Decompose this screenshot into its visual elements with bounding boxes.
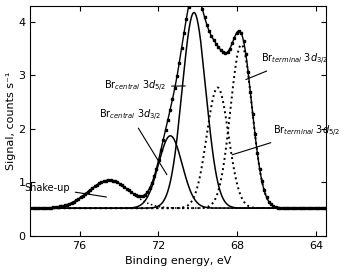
- Text: Br$_{central}$ $3d_{3/2}$: Br$_{central}$ $3d_{3/2}$: [99, 108, 167, 175]
- X-axis label: Binding energy, eV: Binding energy, eV: [125, 256, 231, 267]
- Text: Br$_{terminal}$ $3d_{3/2}$: Br$_{terminal}$ $3d_{3/2}$: [246, 52, 328, 79]
- Text: Br$_{terminal}$ $3d_{5/2}$: Br$_{terminal}$ $3d_{5/2}$: [232, 124, 340, 155]
- Text: Shake-up: Shake-up: [24, 183, 106, 197]
- Text: Br$_{central}$ $3d_{5/2}$: Br$_{central}$ $3d_{5/2}$: [104, 79, 185, 94]
- Y-axis label: Signal, counts s⁻¹: Signal, counts s⁻¹: [6, 72, 15, 170]
